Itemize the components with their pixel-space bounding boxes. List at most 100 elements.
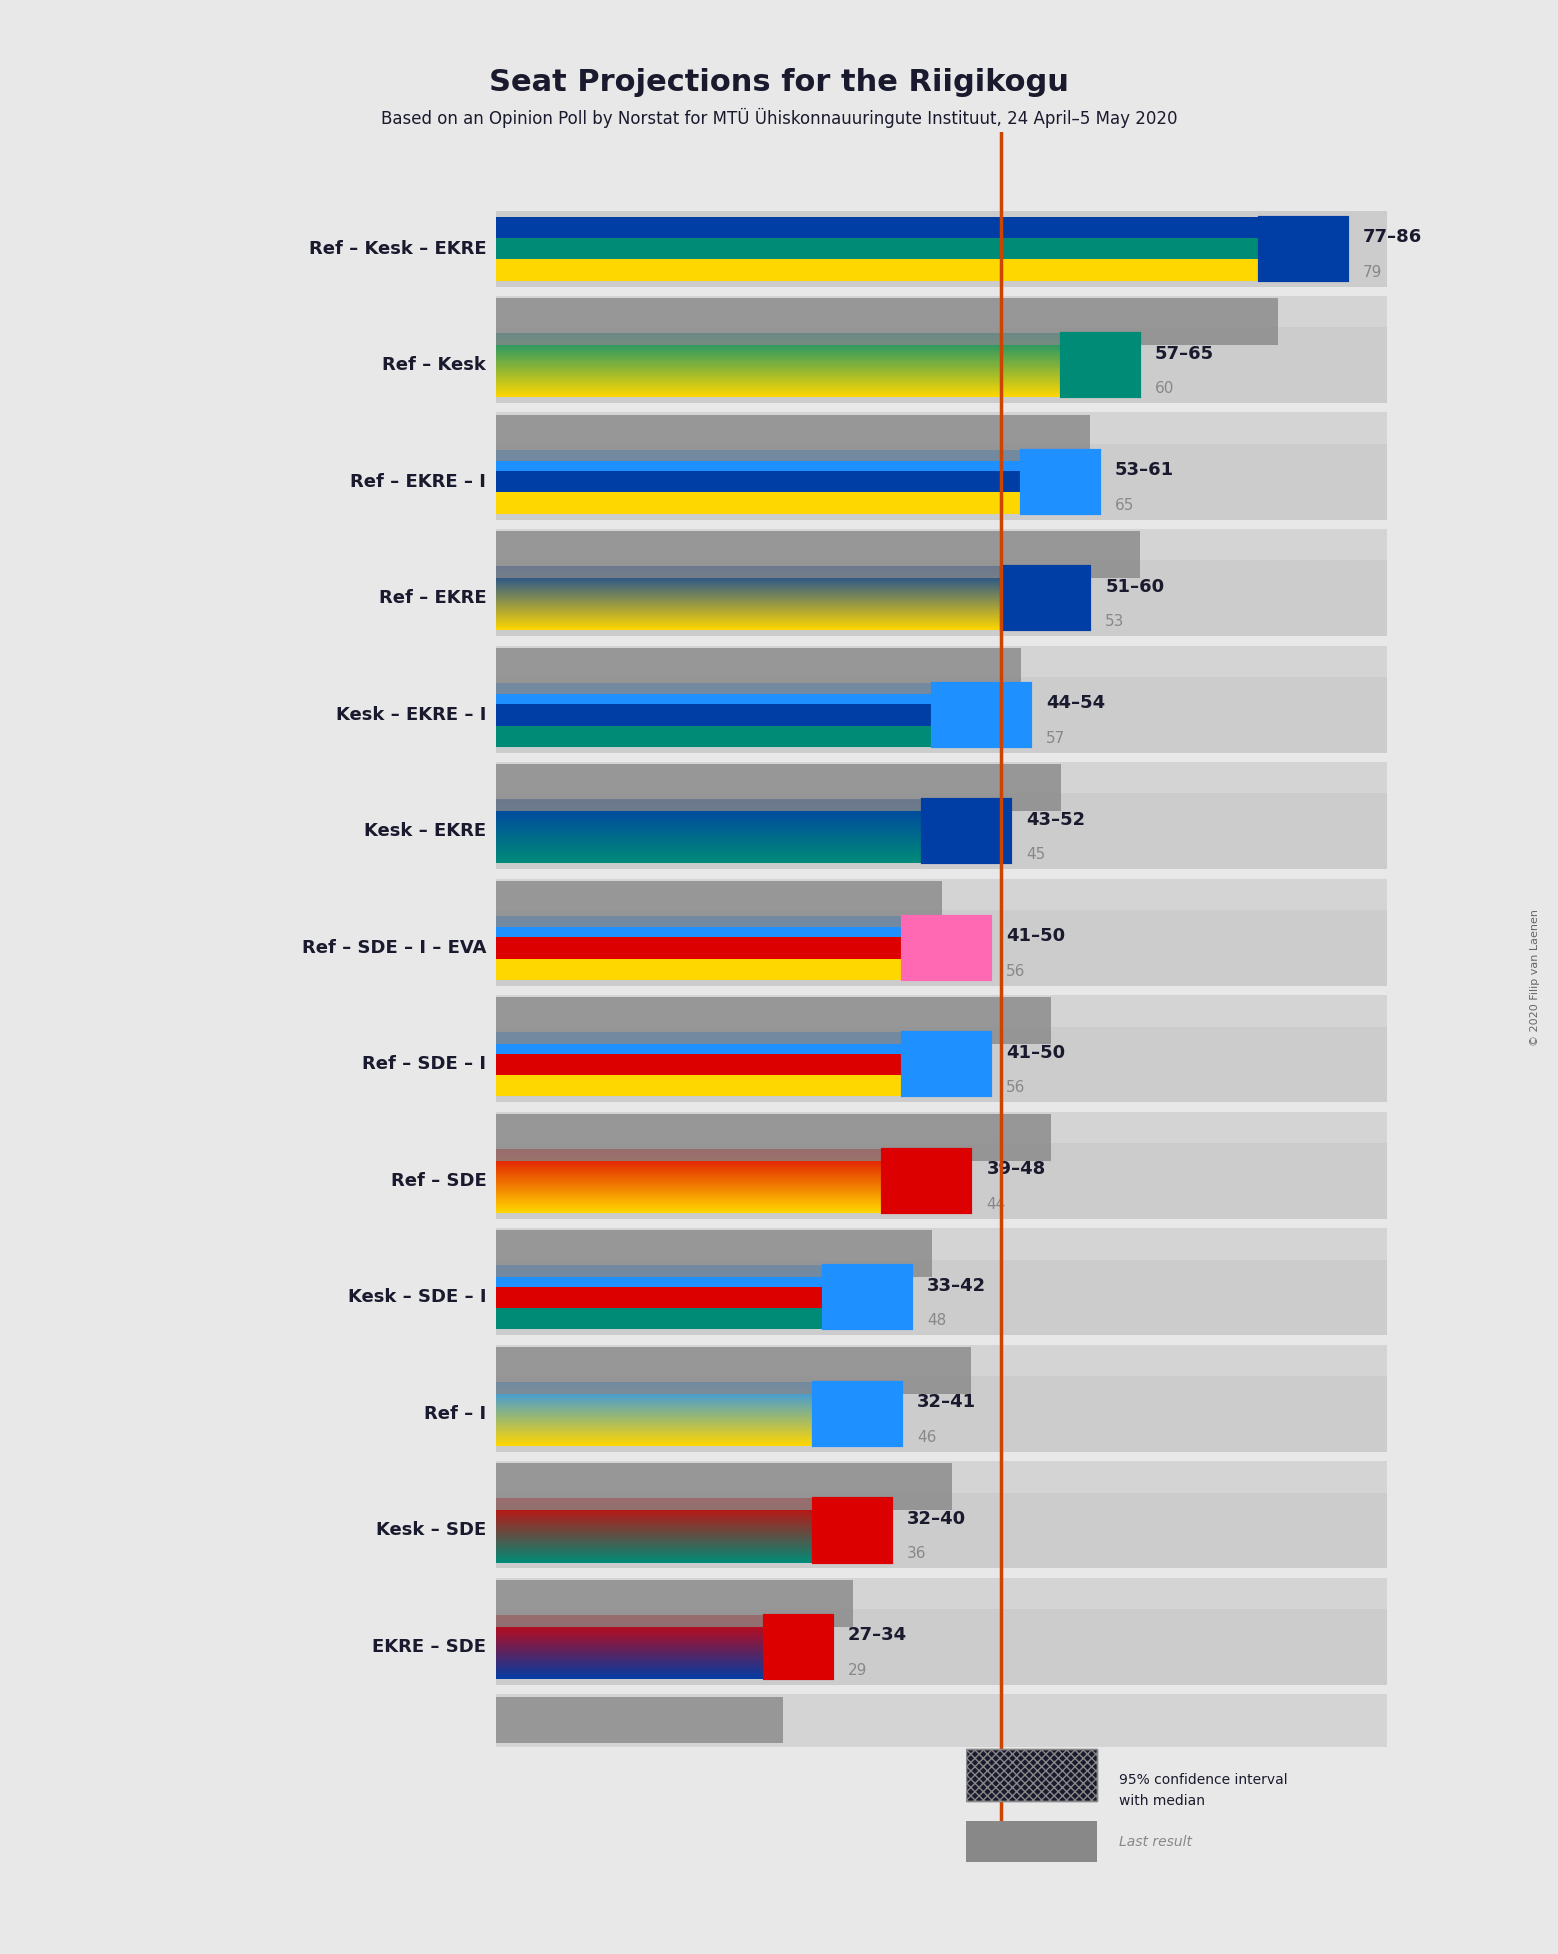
Bar	[813, 1381, 902, 1446]
Text: Kesk – SDE: Kesk – SDE	[375, 1522, 486, 1540]
Bar	[966, 1749, 1097, 1802]
Text: Ref – SDE: Ref – SDE	[391, 1172, 486, 1190]
Text: Based on an Opinion Poll by Norstat for MTÜ Ühiskonnauuringute Instituut, 24 Apr: Based on an Opinion Poll by Norstat for …	[380, 107, 1178, 127]
Bar	[497, 1266, 823, 1288]
Bar	[497, 1032, 902, 1053]
Text: with median: with median	[1119, 1794, 1204, 1807]
Bar	[497, 1231, 932, 1278]
Bar	[497, 1346, 972, 1393]
Bar	[823, 1266, 911, 1329]
Bar	[497, 1229, 1387, 1280]
Text: Last result: Last result	[1119, 1835, 1192, 1848]
Bar	[497, 793, 1387, 870]
Text: 36: 36	[907, 1546, 927, 1561]
Bar	[497, 1464, 952, 1510]
Text: 48: 48	[927, 1313, 946, 1329]
Bar	[497, 997, 1050, 1043]
Bar	[497, 299, 1279, 346]
Bar	[823, 1266, 911, 1329]
Bar	[1259, 217, 1348, 281]
Text: 56: 56	[1006, 963, 1025, 979]
Bar	[497, 1112, 1387, 1165]
Text: © 2020 Filip van Laenen: © 2020 Filip van Laenen	[1530, 909, 1539, 1045]
Bar	[497, 938, 902, 959]
Bar	[497, 725, 932, 746]
Bar	[932, 682, 1031, 746]
Bar	[497, 260, 1259, 281]
Text: 41–50: 41–50	[1006, 1043, 1066, 1061]
Bar	[497, 762, 1387, 815]
Bar	[497, 1694, 1387, 1747]
Bar	[497, 1288, 823, 1307]
Text: Ref – EKRE – I: Ref – EKRE – I	[351, 473, 486, 490]
Bar	[497, 444, 1387, 520]
Text: 27–34: 27–34	[848, 1626, 907, 1645]
Bar	[497, 682, 932, 703]
Text: 32–40: 32–40	[907, 1510, 966, 1528]
Bar	[497, 959, 902, 979]
Bar	[882, 1149, 972, 1213]
Bar	[497, 1581, 852, 1626]
Text: Ref – I: Ref – I	[424, 1405, 486, 1423]
Bar	[497, 1307, 823, 1329]
Text: Ref – Kesk – EKRE: Ref – Kesk – EKRE	[308, 240, 486, 258]
Bar	[1259, 217, 1348, 281]
Bar	[497, 531, 1140, 578]
Bar	[497, 649, 1020, 694]
Bar	[813, 1381, 902, 1446]
Bar	[1002, 567, 1091, 631]
Bar	[497, 238, 1259, 260]
Bar	[902, 916, 991, 979]
Text: 33–42: 33–42	[927, 1276, 986, 1296]
Bar	[497, 1075, 902, 1096]
Text: 46: 46	[918, 1430, 936, 1444]
Bar	[882, 1149, 972, 1213]
Bar	[497, 911, 1387, 985]
Text: 53: 53	[1105, 614, 1125, 629]
Bar	[763, 1614, 834, 1678]
Bar	[902, 916, 991, 979]
Bar	[497, 561, 1387, 637]
Text: Ref – SDE – I – EVA: Ref – SDE – I – EVA	[302, 938, 486, 957]
Bar	[497, 412, 1387, 465]
Bar	[497, 449, 1020, 471]
Text: 56: 56	[1006, 1081, 1025, 1094]
Text: Kesk – SDE – I: Kesk – SDE – I	[347, 1288, 486, 1307]
Bar	[1002, 567, 1091, 631]
Text: 57–65: 57–65	[1154, 344, 1214, 363]
Bar	[497, 1462, 1387, 1514]
Bar	[497, 995, 1387, 1047]
Bar	[1020, 449, 1100, 514]
Bar	[497, 916, 902, 938]
Bar	[763, 1614, 834, 1678]
Bar	[813, 1499, 893, 1563]
Bar	[497, 764, 1061, 811]
Bar	[922, 799, 1011, 864]
Text: Seat Projections for the Riigikogu: Seat Projections for the Riigikogu	[489, 68, 1069, 98]
Bar	[902, 1032, 991, 1096]
Bar	[922, 799, 1011, 864]
Bar	[902, 1032, 991, 1096]
Bar	[497, 1260, 1387, 1335]
Bar	[966, 1749, 1097, 1802]
Bar	[497, 1577, 1387, 1630]
Bar	[497, 211, 1387, 287]
Bar	[966, 1821, 1097, 1862]
Text: EKRE – SDE: EKRE – SDE	[372, 1637, 486, 1655]
Text: Ref – Kesk: Ref – Kesk	[382, 356, 486, 375]
Text: 41–50: 41–50	[1006, 928, 1066, 946]
Text: 44: 44	[986, 1196, 1005, 1211]
Bar	[497, 879, 1387, 930]
Bar	[497, 1114, 1050, 1161]
Text: 45: 45	[1027, 848, 1045, 862]
Text: 60: 60	[1154, 381, 1175, 397]
Bar	[497, 1143, 1387, 1219]
Bar	[497, 1608, 1387, 1684]
Bar	[497, 1344, 1387, 1397]
Bar	[497, 703, 932, 725]
Text: 39–48: 39–48	[986, 1161, 1045, 1178]
Bar	[497, 530, 1387, 582]
Bar	[497, 492, 1020, 514]
Text: Ref – EKRE: Ref – EKRE	[379, 590, 486, 608]
Bar	[497, 471, 1020, 492]
